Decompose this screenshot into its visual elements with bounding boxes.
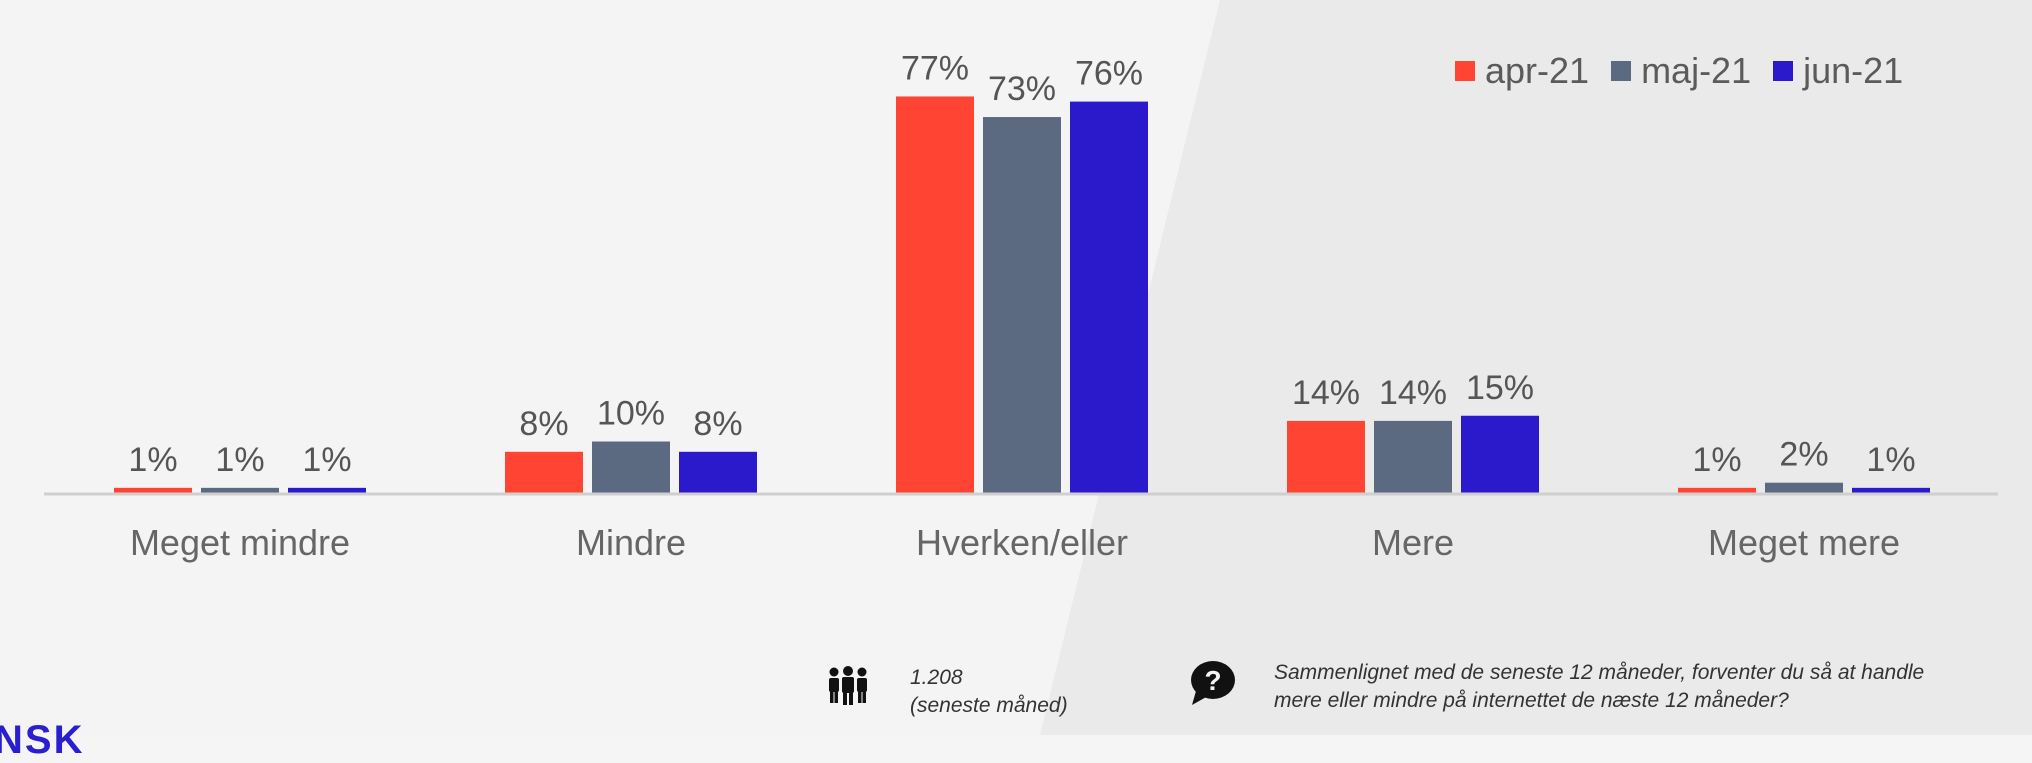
value-label-mindre-jun-21: 8% (693, 405, 742, 443)
value-label-meget-mindre-maj-21: 1% (215, 441, 264, 479)
value-label-mere-apr-21: 14% (1292, 374, 1360, 412)
value-label-hverken-eller-apr-21: 77% (901, 49, 969, 87)
bar-meget-mere-jun-21 (1852, 487, 1930, 493)
legend-label-apr: apr-21 (1485, 50, 1590, 91)
value-label-mindre-maj-21: 10% (597, 395, 665, 433)
bar-chart: 1% 1% 1% 8% 10% 8% 77% 73% 76% 14% 14% 15% 1% 2% 1% Me… (44, 49, 1998, 563)
value-label-mindre-apr-21: 8% (519, 405, 568, 443)
category-label-hverken-eller: Hverken/eller (916, 522, 1128, 563)
svg-text:?: ? (1204, 665, 1221, 696)
respondents-count: 1.208 (910, 666, 963, 689)
category-labels-layer: Meget mindre Mindre Hverken/eller Mere Meget… (130, 522, 1900, 563)
value-label-meget-mindre-jun-21: 1% (302, 441, 351, 479)
respondents-period: (seneste måned) (910, 694, 1068, 717)
bar-hverken-eller-jun-21 (1070, 101, 1148, 493)
value-label-hverken-eller-jun-21: 76% (1075, 55, 1143, 93)
legend: apr-21 maj-21 jun-21 (1455, 50, 1903, 92)
legend-item-apr: apr-21 (1455, 50, 1589, 92)
legend-swatch-maj (1611, 61, 1632, 81)
value-label-meget-mere-jun-21: 1% (1866, 441, 1915, 479)
value-label-meget-mere-apr-21: 1% (1692, 441, 1741, 479)
legend-label-maj: maj-21 (1641, 50, 1752, 91)
bar-meget-mindre-apr-21 (114, 487, 192, 493)
bar-mere-apr-21 (1287, 420, 1365, 493)
legend-swatch-apr (1455, 61, 1475, 81)
brand-logo-fragment: NSK (0, 718, 85, 762)
category-label-mere: Mere (1372, 522, 1454, 563)
legend-item-jun: jun-21 (1773, 50, 1903, 92)
category-label-mindre: Mindre (576, 522, 686, 563)
bar-hverken-eller-maj-21 (983, 117, 1061, 494)
value-label-mere-jun-21: 15% (1466, 369, 1534, 407)
value-label-meget-mindre-apr-21: 1% (128, 441, 177, 479)
legend-item-maj: maj-21 (1611, 50, 1751, 92)
bar-mindre-apr-21 (505, 451, 583, 493)
value-label-mere-maj-21: 14% (1379, 374, 1447, 412)
value-label-meget-mere-maj-21: 2% (1779, 436, 1828, 474)
bar-meget-mere-maj-21 (1765, 482, 1843, 493)
bar-mindre-maj-21 (592, 441, 670, 493)
question-bubble-icon: ? (1191, 661, 1235, 705)
category-label-meget-mindre: Meget mindre (130, 522, 350, 563)
category-label-meget-mere: Meget mere (1708, 522, 1900, 563)
bar-hverken-eller-apr-21 (896, 96, 974, 493)
bar-mere-jun-21 (1461, 415, 1539, 493)
question-line-2: mere eller mindre på internettet de næst… (1274, 689, 1789, 712)
bar-meget-mindre-maj-21 (201, 487, 279, 493)
bar-meget-mindre-jun-21 (288, 487, 366, 493)
people-icon (829, 666, 867, 705)
bars-layer (114, 96, 1930, 494)
question-block: ? Sammenlignet med de seneste 12 måneder… (1188, 659, 1924, 715)
respondents-block: 1.208 (seneste måned) (826, 664, 1068, 720)
question-line-1: Sammenlignet med de seneste 12 måneder, … (1274, 661, 1925, 684)
value-label-hverken-eller-maj-21: 73% (988, 70, 1056, 108)
value-labels-layer: 1% 1% 1% 8% 10% 8% 77% 73% 76% 14% 14% 15% 1% 2% 1% (128, 49, 1915, 478)
legend-label-jun: jun-21 (1803, 50, 1904, 91)
legend-swatch-jun (1773, 61, 1794, 81)
bar-mere-maj-21 (1374, 420, 1452, 493)
bar-mindre-jun-21 (679, 451, 757, 493)
bar-meget-mere-apr-21 (1678, 487, 1756, 493)
